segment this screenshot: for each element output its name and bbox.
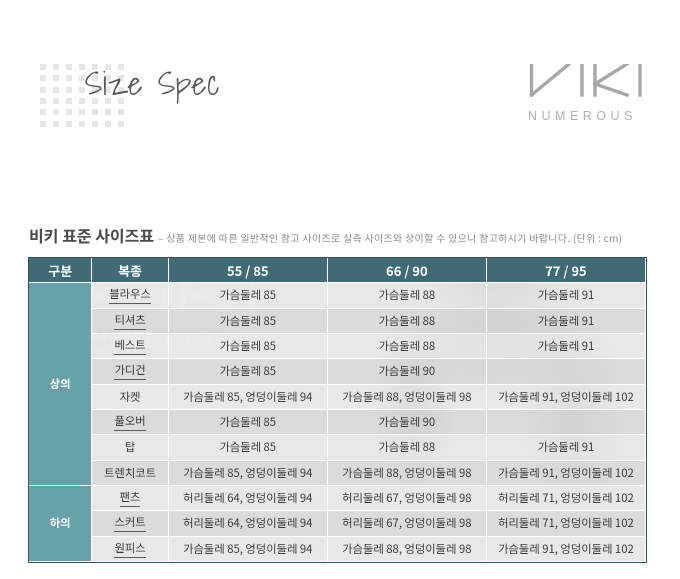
svg-text:NUMEROUS: NUMEROUS bbox=[528, 109, 637, 123]
